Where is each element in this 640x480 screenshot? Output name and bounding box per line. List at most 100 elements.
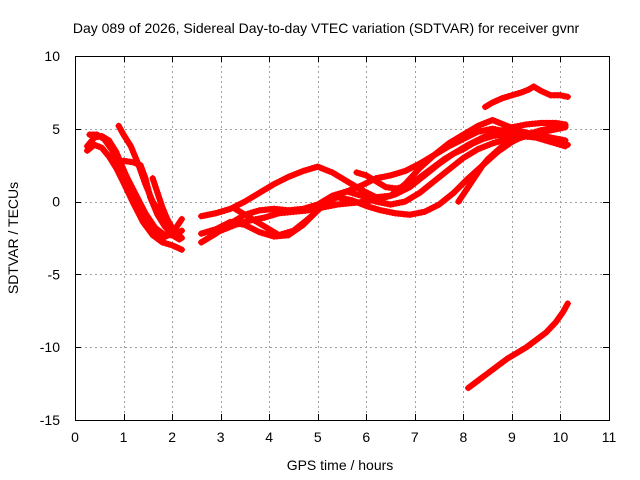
data-point bbox=[149, 199, 156, 207]
data-point bbox=[355, 191, 362, 199]
data-point bbox=[498, 137, 505, 144]
data-point bbox=[130, 148, 137, 156]
data-point bbox=[498, 120, 505, 127]
data-point bbox=[272, 210, 280, 218]
data-point bbox=[159, 204, 166, 211]
data-point bbox=[305, 166, 313, 173]
data-point bbox=[392, 191, 399, 198]
data-point bbox=[534, 134, 541, 142]
data-point bbox=[482, 134, 490, 142]
data-point bbox=[368, 204, 376, 211]
data-point bbox=[371, 205, 379, 212]
data-point bbox=[557, 140, 564, 147]
y-tick-label: 0 bbox=[52, 194, 60, 210]
data-point bbox=[162, 240, 169, 247]
data-point bbox=[352, 190, 359, 198]
data-point bbox=[147, 194, 154, 201]
data-point bbox=[165, 241, 173, 248]
data-point bbox=[173, 227, 181, 234]
data-point bbox=[149, 175, 156, 182]
data-point bbox=[151, 205, 159, 213]
data-point bbox=[357, 200, 364, 207]
data-point bbox=[212, 210, 219, 217]
data-point bbox=[302, 166, 310, 174]
data-point bbox=[358, 192, 365, 199]
x-tick-label: 10 bbox=[553, 429, 569, 445]
data-point bbox=[311, 164, 319, 171]
data-point bbox=[118, 176, 126, 183]
data-point bbox=[237, 219, 245, 227]
data-point bbox=[261, 214, 268, 221]
data-point bbox=[160, 207, 167, 214]
data-point bbox=[404, 166, 412, 173]
data-point bbox=[515, 90, 522, 97]
data-point bbox=[407, 164, 415, 172]
data-point bbox=[424, 207, 431, 214]
data-point bbox=[352, 184, 359, 192]
data-point bbox=[483, 119, 490, 126]
y-tick-label: 10 bbox=[44, 48, 60, 64]
data-point bbox=[308, 165, 316, 172]
data-point bbox=[287, 228, 294, 235]
data-point bbox=[348, 196, 355, 204]
data-point bbox=[541, 136, 548, 144]
data-point bbox=[356, 170, 363, 177]
data-point bbox=[451, 140, 458, 147]
data-point bbox=[154, 189, 161, 197]
data-point bbox=[297, 168, 304, 176]
data-point bbox=[281, 230, 288, 237]
data-point bbox=[534, 127, 542, 135]
y-tick-label: -10 bbox=[40, 339, 60, 355]
data-point bbox=[269, 211, 277, 219]
data-point bbox=[445, 143, 452, 150]
data-point bbox=[275, 231, 283, 239]
y-tick-label: 5 bbox=[52, 121, 60, 137]
x-tick-label: 5 bbox=[314, 429, 322, 445]
data-point bbox=[480, 143, 487, 151]
data-point bbox=[502, 94, 509, 101]
data-point bbox=[386, 192, 393, 200]
data-point bbox=[203, 228, 211, 236]
data-point bbox=[128, 145, 136, 153]
data-point bbox=[266, 212, 274, 220]
x-tick-label: 4 bbox=[265, 429, 273, 445]
data-point bbox=[389, 191, 396, 199]
data-point bbox=[279, 176, 286, 183]
data-point bbox=[486, 141, 493, 148]
data-point bbox=[264, 213, 271, 220]
series-trace bbox=[198, 133, 569, 246]
data-point bbox=[557, 92, 564, 99]
data-point bbox=[354, 199, 361, 206]
data-point bbox=[314, 163, 321, 170]
data-point bbox=[380, 194, 387, 202]
data-point bbox=[229, 222, 236, 230]
data-point bbox=[223, 225, 230, 232]
data-point bbox=[253, 208, 260, 215]
data-layer bbox=[83, 83, 571, 392]
data-point bbox=[234, 220, 242, 228]
data-point bbox=[212, 226, 219, 233]
data-point bbox=[152, 183, 159, 191]
data-point bbox=[471, 129, 479, 137]
data-point bbox=[113, 164, 120, 172]
data-point bbox=[486, 133, 493, 141]
data-point bbox=[492, 139, 499, 146]
data-point bbox=[413, 162, 420, 169]
data-point bbox=[564, 93, 571, 100]
data-point bbox=[361, 188, 368, 195]
data-point bbox=[161, 210, 169, 217]
data-point bbox=[564, 141, 571, 149]
data-point bbox=[284, 229, 291, 236]
data-point bbox=[358, 182, 365, 189]
data-point bbox=[153, 186, 160, 194]
series-arc-6 bbox=[149, 175, 181, 234]
data-point bbox=[457, 137, 464, 144]
data-point bbox=[340, 189, 348, 196]
data-point bbox=[465, 132, 473, 140]
plot-frame bbox=[75, 56, 610, 421]
data-point bbox=[474, 145, 482, 153]
data-point bbox=[377, 195, 385, 202]
data-point bbox=[432, 202, 440, 210]
